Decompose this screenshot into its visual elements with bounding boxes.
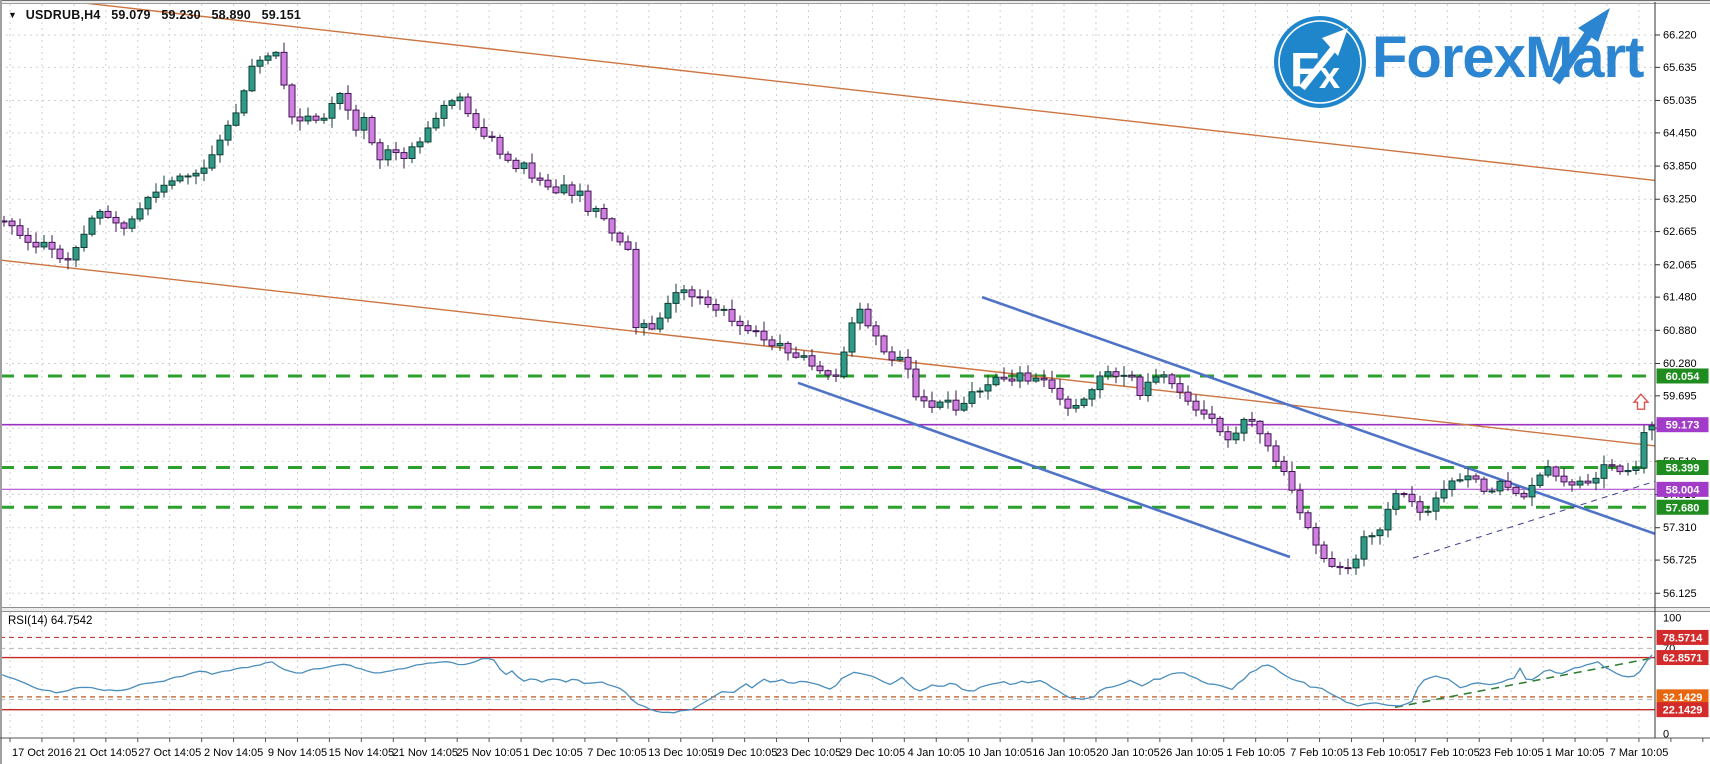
svg-text:29 Dec 10:05: 29 Dec 10:05 bbox=[840, 747, 905, 759]
axis-badge-60.054: 60.054 bbox=[1656, 368, 1709, 384]
svg-text:100: 100 bbox=[1663, 613, 1681, 625]
svg-text:56.125: 56.125 bbox=[1663, 588, 1697, 600]
svg-text:62.665: 62.665 bbox=[1663, 226, 1697, 238]
svg-text:61.480: 61.480 bbox=[1663, 292, 1697, 304]
axis-badge-58.399: 58.399 bbox=[1656, 460, 1709, 476]
svg-text:19 Dec 10:05: 19 Dec 10:05 bbox=[712, 747, 777, 759]
svg-text:57.310: 57.310 bbox=[1663, 522, 1697, 534]
svg-text:56.725: 56.725 bbox=[1663, 555, 1697, 567]
trendline-rsi-rising-support[interactable] bbox=[1394, 647, 1710, 709]
indicator-name: RSI(14) bbox=[8, 615, 48, 627]
svg-text:0: 0 bbox=[1663, 729, 1669, 741]
svg-text:64.450: 64.450 bbox=[1663, 127, 1697, 139]
collapse-triangle-icon[interactable]: ▼ bbox=[8, 10, 18, 20]
rsi-curve bbox=[1, 654, 1653, 714]
svg-text:17 Oct 2016: 17 Oct 2016 bbox=[12, 747, 72, 759]
ohlc-open: 59.079 bbox=[111, 8, 151, 22]
svg-text:63.250: 63.250 bbox=[1663, 194, 1697, 206]
svg-text:25 Nov 10:05: 25 Nov 10:05 bbox=[456, 747, 521, 759]
axis-badge-32.1429: 32.1429 bbox=[1656, 689, 1709, 705]
svg-text:60.054: 60.054 bbox=[1666, 371, 1701, 383]
time-axis-labels: 17 Oct 2016 21 Oct 14:05 27 Oct 14:05 2 Nov… bbox=[9, 738, 1704, 759]
axis-badge-59.173: 59.173 bbox=[1656, 417, 1709, 433]
price-grid bbox=[0, 4, 1655, 607]
axis-badge-62.8571: 62.8571 bbox=[1656, 650, 1709, 666]
svg-text:2 Nov 14:05: 2 Nov 14:05 bbox=[204, 747, 263, 759]
svg-text:7 Dec 10:05: 7 Dec 10:05 bbox=[587, 747, 646, 759]
svg-text:65.035: 65.035 bbox=[1663, 95, 1697, 107]
svg-text:20 Jan 10:05: 20 Jan 10:05 bbox=[1096, 747, 1160, 759]
axis-badge-58.004: 58.004 bbox=[1656, 481, 1709, 497]
svg-text:9 Nov 14:05: 9 Nov 14:05 bbox=[268, 747, 327, 759]
svg-text:59.695: 59.695 bbox=[1663, 390, 1697, 402]
svg-text:1 Mar 10:05: 1 Mar 10:05 bbox=[1546, 747, 1605, 759]
symbol-name: USDRUB,H4 bbox=[25, 8, 101, 22]
svg-text:1 Dec 10:05: 1 Dec 10:05 bbox=[523, 747, 582, 759]
svg-text:65.635: 65.635 bbox=[1663, 62, 1697, 74]
svg-text:7 Mar 10:05: 7 Mar 10:05 bbox=[1610, 747, 1669, 759]
svg-text:26 Jan 10:05: 26 Jan 10:05 bbox=[1160, 747, 1224, 759]
svg-text:27 Oct 14:05: 27 Oct 14:05 bbox=[138, 747, 201, 759]
svg-text:17 Feb 10:05: 17 Feb 10:05 bbox=[1415, 747, 1480, 759]
svg-text:59.173: 59.173 bbox=[1666, 420, 1700, 432]
axis-badge-57.680: 57.680 bbox=[1656, 499, 1709, 515]
svg-text:21 Nov 14:05: 21 Nov 14:05 bbox=[393, 747, 458, 759]
svg-text:1 Feb 10:05: 1 Feb 10:05 bbox=[1226, 747, 1285, 759]
ohlc-low: 58.890 bbox=[211, 8, 251, 22]
svg-text:66.220: 66.220 bbox=[1663, 30, 1697, 42]
svg-text:57.680: 57.680 bbox=[1666, 502, 1700, 514]
ohlc-high: 59.230 bbox=[161, 8, 201, 22]
svg-text:13 Dec 10:05: 13 Dec 10:05 bbox=[648, 747, 713, 759]
trendline-rising-support-dashed[interactable] bbox=[1412, 480, 1655, 559]
svg-text:13 Feb 10:05: 13 Feb 10:05 bbox=[1351, 747, 1416, 759]
svg-text:62.065: 62.065 bbox=[1663, 259, 1697, 271]
svg-text:23 Feb 10:05: 23 Feb 10:05 bbox=[1479, 747, 1544, 759]
indicator-value: 64.7542 bbox=[50, 615, 93, 627]
svg-text:15 Nov 14:05: 15 Nov 14:05 bbox=[329, 747, 394, 759]
axis-badge-78.5714: 78.5714 bbox=[1656, 629, 1709, 645]
buy-arrow-marker[interactable] bbox=[1632, 393, 1650, 410]
svg-text:58.004: 58.004 bbox=[1666, 484, 1701, 496]
svg-text:78.5714: 78.5714 bbox=[1663, 632, 1704, 644]
svg-text:63.850: 63.850 bbox=[1663, 161, 1697, 173]
trendline-descending-resistance-upper[interactable] bbox=[0, 0, 1655, 182]
symbol-header: ▼ USDRUB,H4 59.079 59.230 58.890 59.151 bbox=[8, 8, 301, 22]
svg-text:16 Jan 10:05: 16 Jan 10:05 bbox=[1032, 747, 1096, 759]
svg-text:7 Feb 10:05: 7 Feb 10:05 bbox=[1290, 747, 1349, 759]
svg-text:62.8571: 62.8571 bbox=[1663, 653, 1703, 665]
svg-text:60.880: 60.880 bbox=[1663, 325, 1697, 337]
svg-text:10 Jan 10:05: 10 Jan 10:05 bbox=[968, 747, 1032, 759]
svg-text:32.1429: 32.1429 bbox=[1663, 692, 1703, 704]
trendline-descending-resistance-lower[interactable] bbox=[0, 259, 1655, 447]
svg-text:58.399: 58.399 bbox=[1666, 463, 1700, 475]
svg-text:23 Dec 10:05: 23 Dec 10:05 bbox=[776, 747, 841, 759]
pane-separator[interactable] bbox=[0, 607, 1710, 612]
candlesticks bbox=[0, 42, 1655, 575]
axis-badge-22.1429: 22.1429 bbox=[1656, 702, 1709, 718]
svg-text:21 Oct 14:05: 21 Oct 14:05 bbox=[74, 747, 137, 759]
ohlc-close: 59.151 bbox=[261, 8, 302, 22]
svg-text:4 Jan 10:05: 4 Jan 10:05 bbox=[908, 747, 966, 759]
svg-text:22.1429: 22.1429 bbox=[1663, 705, 1703, 717]
svg-text:60.280: 60.280 bbox=[1663, 358, 1697, 370]
trendline-blue-channel-upper[interactable] bbox=[981, 295, 1655, 536]
trendline-blue-channel-lower[interactable] bbox=[797, 381, 1291, 559]
indicator-label: RSI(14) 64.7542 bbox=[8, 615, 92, 627]
